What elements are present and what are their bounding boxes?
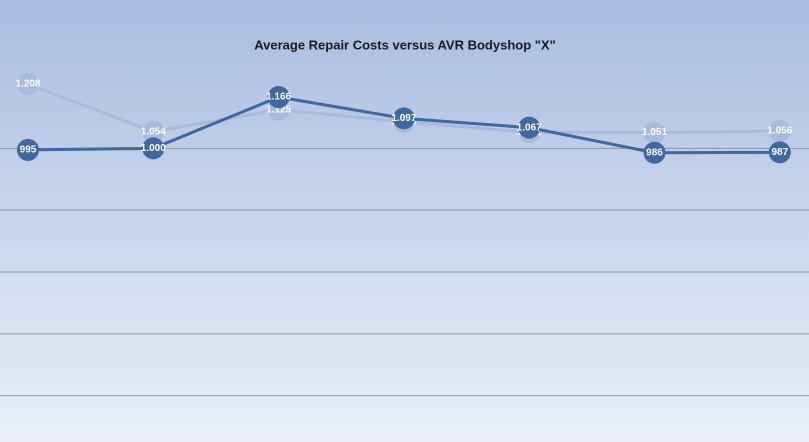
marker: [518, 116, 541, 139]
value-label: 1.125: [266, 104, 291, 115]
value-label: 1.000: [141, 143, 166, 154]
value-label: 995: [20, 145, 37, 156]
chart-title: Average Repair Costs versus AVR Bodyshop…: [254, 37, 556, 52]
marker: [643, 141, 666, 164]
value-label: 1.056: [767, 126, 792, 137]
value-label: 1.208: [15, 79, 40, 90]
marker: [768, 141, 791, 164]
value-label: 1.054: [141, 126, 166, 137]
value-label: 1.051: [642, 127, 667, 138]
value-label: 986: [646, 147, 663, 158]
marker: [142, 120, 165, 143]
marker: [17, 138, 39, 161]
value-label: 987: [771, 147, 788, 158]
marker: [142, 137, 165, 160]
marker: [17, 73, 39, 96]
marker: [392, 107, 415, 130]
marker: [643, 121, 666, 144]
marker: [768, 120, 791, 143]
value-label: 1.097: [391, 113, 416, 124]
value-label: 1.166: [266, 92, 291, 103]
marker: [267, 86, 290, 109]
value-label: 1.067: [517, 122, 542, 133]
